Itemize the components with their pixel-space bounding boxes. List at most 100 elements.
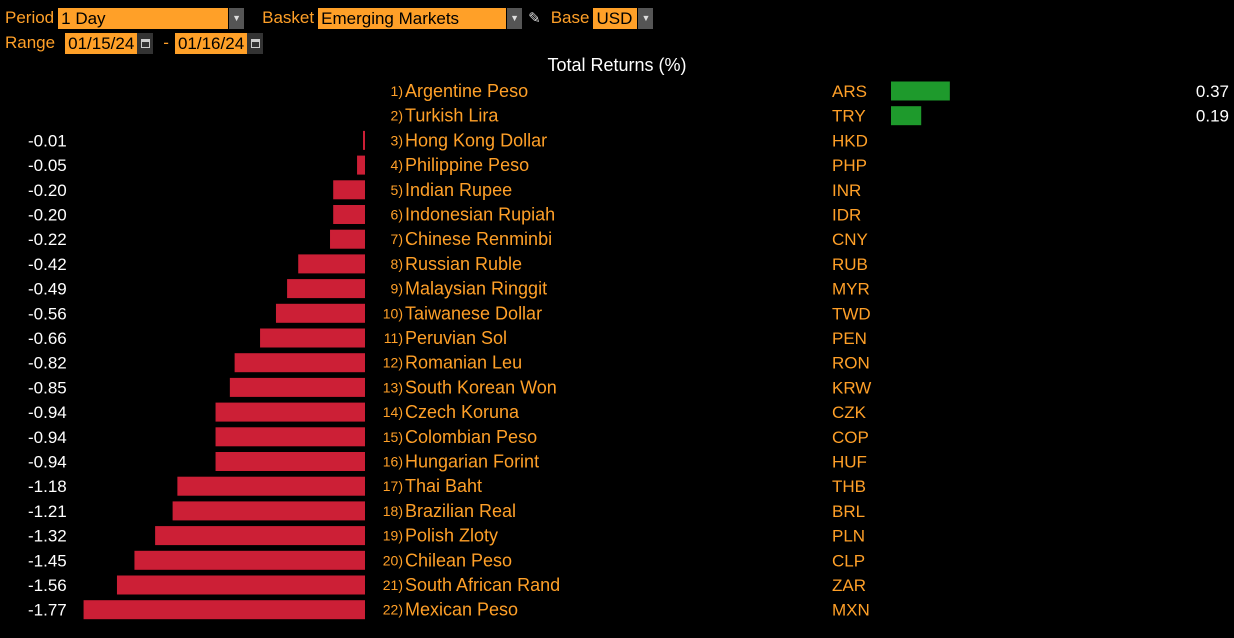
- basket-label: Basket: [262, 8, 315, 27]
- bar-czk: [215, 402, 365, 422]
- chevron-down-icon[interactable]: ▼: [228, 7, 245, 29]
- rank-label: 7): [391, 231, 403, 247]
- category-label[interactable]: South African Rand: [405, 575, 560, 595]
- category-label[interactable]: Indonesian Rupiah: [405, 205, 555, 225]
- bar-thb: [177, 476, 365, 496]
- base-label: Base: [550, 8, 590, 27]
- rank-label: 6): [391, 207, 403, 223]
- rank-label: 13): [383, 379, 403, 395]
- value-label: -0.22: [28, 230, 67, 249]
- value-label: -0.20: [28, 206, 67, 225]
- value-label: -0.94: [28, 403, 67, 422]
- period-value: 1 Day: [61, 8, 106, 28]
- category-label[interactable]: Malaysian Ringgit: [405, 279, 547, 299]
- category-label[interactable]: South Korean Won: [405, 377, 557, 397]
- bar-rub: [298, 254, 365, 274]
- currency-code: PEN: [832, 329, 867, 348]
- basket-dropdown[interactable]: Emerging Markets ▼: [318, 7, 523, 29]
- value-label: -0.01: [28, 131, 67, 150]
- toolbar-row-period: Period 1 Day ▼ Basket Emerging Markets ▼…: [0, 7, 661, 29]
- category-label[interactable]: Brazilian Real: [405, 501, 516, 521]
- value-label: -1.56: [28, 576, 67, 595]
- rank-label: 21): [383, 577, 403, 593]
- category-label[interactable]: Chilean Peso: [405, 550, 512, 570]
- rank-label: 5): [391, 182, 403, 198]
- value-label: -0.66: [28, 329, 67, 348]
- rank-label: 15): [383, 429, 403, 445]
- rank-label: 10): [383, 305, 403, 321]
- bar-try: [891, 106, 922, 126]
- category-label[interactable]: Thai Baht: [405, 476, 482, 496]
- bar-idr: [333, 205, 365, 224]
- category-label[interactable]: Mexican Peso: [405, 600, 518, 620]
- period-label: Period: [5, 8, 55, 27]
- bar-ron: [234, 353, 365, 373]
- value-label: -0.56: [28, 304, 67, 323]
- bar-pen: [260, 328, 365, 348]
- category-label[interactable]: Czech Koruna: [405, 402, 520, 422]
- rank-label: 1): [391, 83, 403, 99]
- currency-code: CNY: [832, 230, 868, 249]
- category-label[interactable]: Turkish Lira: [405, 106, 499, 126]
- currency-code: HKD: [832, 131, 868, 150]
- range-end-value[interactable]: 01/16/24: [174, 32, 248, 54]
- category-label[interactable]: Russian Ruble: [405, 254, 522, 274]
- currency-code: INR: [832, 181, 861, 200]
- value-label: -1.77: [28, 601, 67, 620]
- value-label: -0.42: [28, 255, 67, 274]
- category-label[interactable]: Hungarian Forint: [405, 452, 539, 472]
- value-label: -0.94: [28, 453, 67, 472]
- category-label[interactable]: Peruvian Sol: [405, 328, 507, 348]
- base-dropdown[interactable]: USD ▼: [593, 7, 654, 29]
- category-label[interactable]: Colombian Peso: [405, 427, 537, 447]
- currency-code: TWD: [832, 304, 871, 323]
- calendar-icon[interactable]: [247, 32, 264, 54]
- range-separator: -: [163, 33, 169, 52]
- currency-code: ARS: [832, 82, 867, 101]
- bar-twd: [275, 303, 365, 323]
- rank-label: 9): [391, 281, 403, 297]
- value-label: -0.85: [28, 378, 67, 397]
- bar-zar: [116, 575, 366, 595]
- range-start-field[interactable]: 01/15/24: [65, 32, 154, 54]
- currency-code: CZK: [832, 403, 867, 422]
- rank-label: 4): [391, 157, 403, 173]
- pencil-icon[interactable]: ✎: [528, 10, 541, 27]
- range-start-value[interactable]: 01/15/24: [65, 32, 138, 54]
- rank-label: 11): [384, 330, 403, 346]
- category-label[interactable]: Philippine Peso: [405, 155, 529, 175]
- rank-label: 16): [383, 454, 403, 470]
- chevron-down-icon[interactable]: ▼: [637, 7, 654, 29]
- currency-code: RUB: [832, 255, 868, 274]
- period-dropdown[interactable]: 1 Day ▼: [58, 7, 245, 29]
- bar-brl: [172, 501, 365, 521]
- value-label: -0.82: [28, 354, 67, 373]
- currency-code: HUF: [832, 453, 867, 472]
- toolbar-row-range: Range 01/15/24 - 01/16/24: [0, 32, 269, 54]
- category-label[interactable]: Hong Kong Dollar: [405, 130, 547, 150]
- category-label[interactable]: Chinese Renminbi: [405, 229, 552, 249]
- currency-code: TRY: [832, 107, 866, 126]
- currency-code: PHP: [832, 156, 867, 175]
- rank-label: 8): [391, 256, 403, 272]
- currency-code: BRL: [832, 502, 865, 521]
- calendar-icon[interactable]: [137, 32, 154, 54]
- category-label[interactable]: Indian Rupee: [405, 180, 512, 200]
- rank-label: 19): [383, 528, 403, 544]
- category-label[interactable]: Romanian Leu: [405, 353, 522, 373]
- range-end-field[interactable]: 01/16/24: [174, 32, 264, 54]
- rank-label: 17): [383, 478, 403, 494]
- rank-label: 3): [391, 132, 403, 148]
- currency-code: COP: [832, 428, 869, 447]
- basket-value: Emerging Markets: [321, 8, 460, 28]
- category-label[interactable]: Argentine Peso: [405, 81, 528, 101]
- value-label: -1.21: [28, 502, 67, 521]
- value-label: -0.05: [28, 156, 67, 175]
- currency-code: MYR: [832, 280, 870, 299]
- chevron-down-icon[interactable]: ▼: [506, 7, 523, 29]
- category-label[interactable]: Polish Zloty: [405, 526, 498, 546]
- rank-label: 20): [383, 552, 403, 568]
- category-label[interactable]: Taiwanese Dollar: [405, 303, 542, 323]
- bar-ars: [891, 81, 950, 101]
